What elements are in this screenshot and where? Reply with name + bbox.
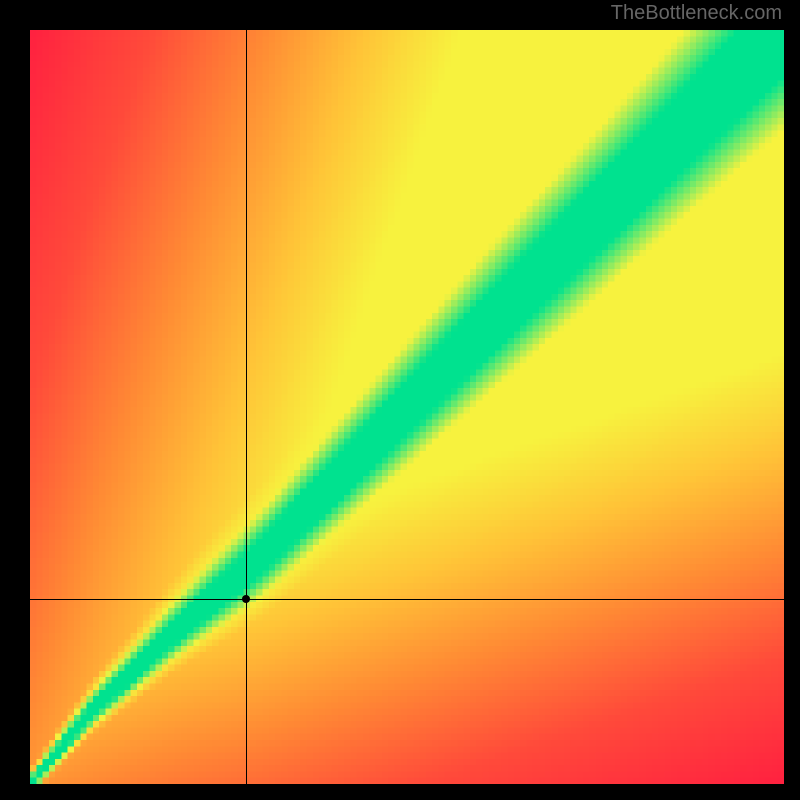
crosshair-dot bbox=[242, 595, 250, 603]
crosshair-vertical bbox=[246, 30, 247, 784]
chart-container: TheBottleneck.com bbox=[0, 0, 800, 800]
crosshair-horizontal bbox=[30, 599, 784, 600]
watermark-label: TheBottleneck.com bbox=[611, 2, 782, 25]
heatmap-canvas bbox=[30, 30, 784, 784]
plot-area bbox=[30, 30, 784, 784]
